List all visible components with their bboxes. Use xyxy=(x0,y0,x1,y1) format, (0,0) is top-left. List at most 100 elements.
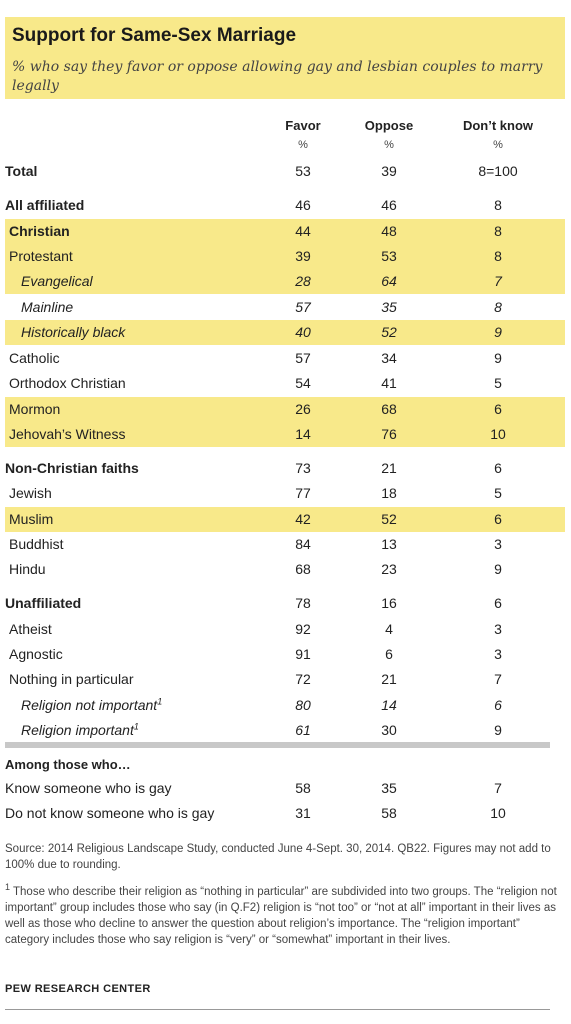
table-row-non-christian-faiths: Non-Christian faiths 73 21 6 xyxy=(5,456,565,481)
cell-favor: 46 xyxy=(295,197,311,213)
source-note: Source: 2014 Religious Landscape Study, … xyxy=(5,843,551,871)
row-label-text: Nothing in particular xyxy=(9,671,134,687)
cell-oppose: 18 xyxy=(381,485,397,501)
footnote: 1 Those who describe their religion as “… xyxy=(5,882,557,948)
column-header-dont-know: Don’t know xyxy=(462,118,534,133)
cell-oppose: 53 xyxy=(381,248,397,264)
cell-dk: 5 xyxy=(494,375,502,391)
row-label: Non-Christian faiths xyxy=(5,456,139,481)
column-header-favor: Favor xyxy=(285,118,321,133)
column-unit-favor: % xyxy=(298,139,308,151)
cell-favor: 77 xyxy=(295,485,311,501)
row-label: Historically black xyxy=(5,320,125,345)
table-row-all-affiliated: All affiliated 46 46 8 xyxy=(5,193,565,218)
cell-dk: 7 xyxy=(494,273,502,289)
row-label: Mormon xyxy=(5,397,60,422)
table-row-protestant: Protestant 39 53 8 xyxy=(5,244,565,269)
cell-dk: 8 xyxy=(494,299,502,315)
row-label-text: Mainline xyxy=(21,299,74,315)
chart-title: Support for Same-Sex Marriage xyxy=(12,25,297,46)
cell-favor: 58 xyxy=(295,780,311,796)
cell-dk: 9 xyxy=(494,324,502,340)
cell-oppose: 39 xyxy=(381,163,397,179)
cell-favor: 84 xyxy=(295,536,311,552)
row-label-text: Hindu xyxy=(9,561,46,577)
cell-oppose: 4 xyxy=(385,621,393,637)
cell-dk: 5 xyxy=(494,485,502,501)
cell-oppose: 64 xyxy=(381,273,397,289)
cell-dk: 9 xyxy=(494,561,502,577)
table-row-nothing-in-particular: Nothing in particular 72 21 7 xyxy=(5,667,565,692)
row-label: Do not know someone who is gay xyxy=(5,801,214,826)
cell-favor: 73 xyxy=(295,460,311,476)
brand-logo-text: PEW RESEARCH CENTER xyxy=(5,983,151,995)
row-label-text: Catholic xyxy=(9,350,60,366)
row-label: All affiliated xyxy=(5,193,84,218)
table-row-atheist: Atheist 92 4 3 xyxy=(5,617,565,642)
row-label-text: Atheist xyxy=(9,621,52,637)
header-banner: Support for Same-Sex Marriage % who say … xyxy=(5,17,565,99)
cell-favor: 80 xyxy=(295,697,311,713)
row-label-text: Know someone who is gay xyxy=(5,780,172,796)
cell-favor: 57 xyxy=(295,299,311,315)
cell-favor: 44 xyxy=(295,223,311,239)
cell-oppose: 34 xyxy=(381,350,397,366)
cell-dk: 6 xyxy=(494,511,502,527)
cell-dk: 9 xyxy=(494,722,502,738)
cell-oppose: 52 xyxy=(381,511,397,527)
row-label: Catholic xyxy=(5,346,60,371)
row-label: Agnostic xyxy=(5,642,63,667)
cell-favor: 57 xyxy=(295,350,311,366)
cell-favor: 72 xyxy=(295,671,311,687)
row-label: Know someone who is gay xyxy=(5,776,172,801)
row-label: Unaffiliated xyxy=(5,591,81,616)
cell-dk: 6 xyxy=(494,401,502,417)
cell-oppose: 30 xyxy=(381,722,397,738)
cell-favor: 42 xyxy=(295,511,311,527)
row-label-text: Orthodox Christian xyxy=(9,375,126,391)
cell-favor: 28 xyxy=(295,273,311,289)
cell-oppose: 21 xyxy=(381,460,397,476)
cell-favor: 61 xyxy=(295,722,311,738)
section-title-among-those: Among those who… xyxy=(5,757,131,772)
cell-favor: 14 xyxy=(295,426,311,442)
cell-dk: 9 xyxy=(494,350,502,366)
row-label: Religion not important1 xyxy=(5,693,162,718)
cell-dk: 6 xyxy=(494,595,502,611)
row-label: Nothing in particular xyxy=(5,667,134,692)
table-row-mainline: Mainline 57 35 8 xyxy=(5,295,565,320)
cell-dk: 3 xyxy=(494,536,502,552)
footnote-marker: 1 xyxy=(5,882,11,893)
row-label-text: Historically black xyxy=(21,324,126,340)
row-label-text: Religion not important xyxy=(21,697,158,713)
table-row-jewish: Jewish 77 18 5 xyxy=(5,481,565,506)
cell-dk: 8 xyxy=(494,248,502,264)
row-label-text: Religion important xyxy=(21,722,134,738)
table-row-religion-not-important: Religion not important1 80 14 6 xyxy=(5,693,565,718)
cell-favor: 31 xyxy=(295,805,311,821)
cell-dk: 10 xyxy=(490,426,506,442)
cell-oppose: 23 xyxy=(381,561,397,577)
table-row-religion-important: Religion important1 61 30 9 xyxy=(5,718,565,743)
row-label-text: Jewish xyxy=(9,485,52,501)
chart-subtitle: % who say they favor or oppose allowing … xyxy=(12,59,543,94)
cell-dk: 8=100 xyxy=(478,163,518,179)
cell-dk: 3 xyxy=(494,646,502,662)
cell-oppose: 48 xyxy=(381,223,397,239)
row-label: Religion important1 xyxy=(5,718,139,743)
cell-oppose: 35 xyxy=(381,299,397,315)
table-row-jehovah-s-witness: Jehovah’s Witness 14 76 10 xyxy=(5,422,565,447)
row-label-text: Muslim xyxy=(9,511,54,527)
row-label: Mainline xyxy=(5,295,73,320)
cell-oppose: 46 xyxy=(381,197,397,213)
cell-favor: 92 xyxy=(295,621,311,637)
row-label: Total xyxy=(5,159,37,184)
row-label: Buddhist xyxy=(5,532,63,557)
table-row-historically-black: Historically black 40 52 9 xyxy=(5,320,565,345)
row-label-text: Buddhist xyxy=(9,536,64,552)
cell-dk: 7 xyxy=(494,671,502,687)
row-label-text: Christian xyxy=(9,223,70,239)
section-divider xyxy=(5,742,550,748)
cell-oppose: 35 xyxy=(381,780,397,796)
row-label: Jehovah’s Witness xyxy=(5,422,125,447)
